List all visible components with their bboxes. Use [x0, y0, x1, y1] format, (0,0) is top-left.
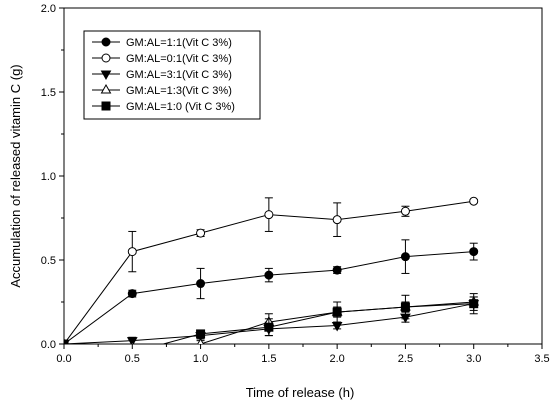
- series-5: [64, 293, 479, 344]
- y-tick-label: 0.0: [41, 339, 56, 351]
- legend-marker: [101, 53, 111, 63]
- legend-label: GM:AL=3:1(Vit C 3%): [126, 69, 232, 81]
- y-tick-label: 1.0: [41, 171, 56, 183]
- data-point: [469, 196, 479, 206]
- series-layer: [64, 196, 480, 344]
- series-1: [64, 239, 479, 344]
- y-axis-title: Accumulation of released vitamin C (g): [8, 64, 23, 287]
- legend-label: GM:AL=1:3(Vit C 3%): [126, 85, 232, 97]
- data-point: [196, 228, 206, 238]
- data-point: [469, 299, 479, 309]
- data-point: [264, 322, 274, 332]
- data-point: [400, 302, 410, 312]
- series-2: [64, 196, 479, 344]
- data-point: [126, 337, 138, 344]
- y-tick-label: 2.0: [41, 3, 56, 15]
- y-tick-label: 1.5: [41, 87, 56, 99]
- legend-marker: [100, 70, 112, 81]
- data-point: [197, 337, 204, 344]
- y-tick-label: 0.5: [41, 255, 56, 267]
- legend: GM:AL=1:1(Vit C 3%) GM:AL=0:1(Vit C 3%) GM…: [83, 30, 261, 120]
- legend-label: GM:AL=0:1(Vit C 3%): [126, 53, 232, 65]
- legend-label: GM:AL=1:0 (Vit C 3%): [126, 101, 235, 113]
- x-tick-label: 0.5: [125, 353, 140, 365]
- legend-marker: [100, 83, 112, 94]
- data-point: [64, 339, 69, 344]
- data-point: [264, 210, 274, 220]
- axes: 0.0 0.5 1.0 1.5 2.0 2.5 3.0 3.5 0.0 0.5 1.0 1.5 2.0: [41, 3, 550, 365]
- data-point: [332, 265, 342, 275]
- data-point: [130, 341, 134, 344]
- data-point: [127, 289, 137, 299]
- x-tick-label: 0.0: [56, 353, 71, 365]
- x-tick-label: 3.0: [466, 353, 481, 365]
- data-point: [127, 247, 137, 257]
- legend-box: [83, 30, 261, 120]
- data-point: [400, 252, 410, 262]
- legend-marker: [101, 37, 111, 47]
- data-point: [400, 206, 410, 216]
- data-point: [196, 329, 206, 339]
- x-tick-label: 3.5: [534, 353, 549, 365]
- legend-marker: [101, 101, 111, 111]
- x-tick-label: 1.5: [261, 353, 276, 365]
- x-axis-title: Time of release (h): [246, 385, 355, 400]
- data-point: [196, 279, 206, 289]
- data-point: [264, 270, 274, 280]
- data-point: [332, 307, 342, 317]
- legend-label: GM:AL=1:1(Vit C 3%): [126, 37, 232, 49]
- x-tick-label: 2.0: [329, 353, 344, 365]
- x-tick-label: 1.0: [193, 353, 208, 365]
- data-point: [469, 247, 479, 257]
- data-point: [332, 215, 342, 225]
- x-tick-label: 2.5: [398, 353, 413, 365]
